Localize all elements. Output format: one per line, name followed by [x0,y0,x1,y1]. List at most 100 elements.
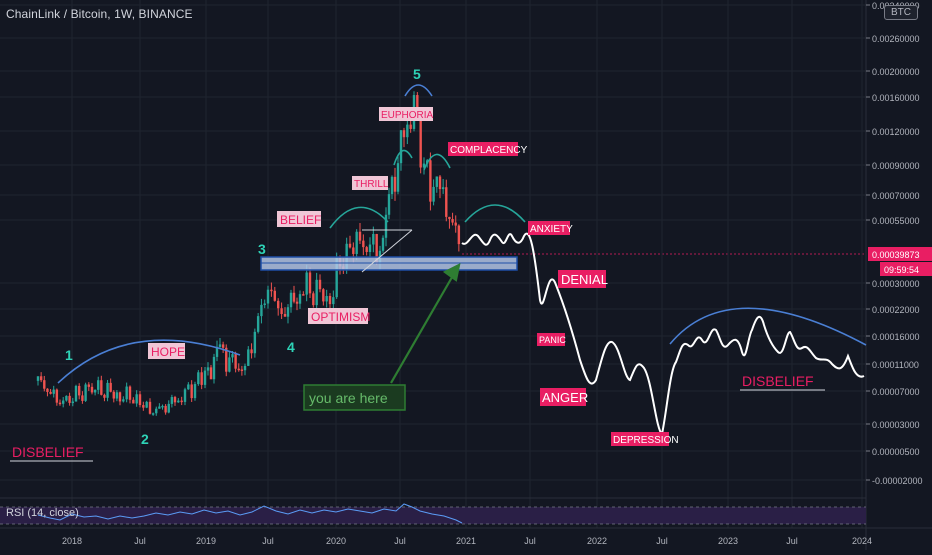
label-euphoria: EUPHORIA [381,110,434,121]
label-disbelief-right: DISBELIEF [742,373,814,389]
candle-body [387,194,391,215]
candle-body [197,372,200,385]
time-tick-label: 2021 [456,536,476,546]
candle-body [161,405,164,408]
label-anxiety-bg [528,221,570,235]
candle-body [118,392,122,402]
label-complacency-bg [448,142,518,156]
candle-body [286,307,290,317]
candle-body [292,292,296,302]
candle-body [355,231,358,254]
candle-body [132,399,135,404]
candle-body [206,367,210,371]
candle-body [243,365,247,371]
candle-body [399,130,403,164]
candle-body [312,293,315,306]
gridlines [0,0,866,528]
label-anger-bg [540,388,586,406]
wave-numbers: 1 2 3 4 5 [65,66,421,447]
candle-body [71,401,74,404]
candle-body [193,384,197,399]
candle-body [200,372,203,385]
label-complacency: COMPLACENCY [450,145,528,156]
price-scale[interactable]: 0.003400000.002600000.002000000.00160000… [865,0,932,550]
arc-disbelief-right [669,307,867,346]
label-optimism-bg [308,308,368,324]
candle-body [148,401,152,414]
candle-body [393,176,397,192]
candle-body [302,294,305,296]
candle-body [93,389,97,393]
arc-hope [57,339,241,384]
candle-body [365,247,368,252]
label-anger: ANGER [542,390,588,405]
candle-body [58,402,62,405]
price-tick-label: 0.00070000 [872,191,920,201]
candle-body [260,304,263,317]
candle-body [322,289,325,302]
candle-body [212,356,216,380]
label-optimism: OPTIMISM [311,310,370,324]
candle-body [145,401,148,408]
candle-body [406,124,409,138]
candle-body [368,244,372,252]
candle-body [49,391,52,394]
time-tick-label: Jul [262,536,274,546]
wave-5: 5 [413,66,421,82]
label-denial: DENIAL [561,272,608,287]
candle-body [390,176,394,195]
currency-badge[interactable]: BTC [884,5,918,20]
label-denial-bg [558,270,606,288]
candle-body [247,349,250,366]
price-tick-label: 0.00011000 [872,360,919,370]
triangle-pattern [361,229,413,273]
candle-body [209,367,213,380]
candle-body [445,187,448,217]
label-belief: BELIEF [280,213,321,227]
candle-body [358,231,362,241]
projection-line [461,232,865,436]
candle-body [396,163,400,192]
price-tick-label: 0.00007000 [872,387,920,397]
price-tick-label: 0.00016000 [872,332,920,342]
ticker-title: ChainLink / Bitcoin, 1W, BINANCE [6,7,193,21]
candle-body [65,395,68,401]
candle-body [228,357,231,372]
candle-body [234,354,237,369]
candle-body [448,216,451,220]
candle-body [270,289,273,292]
candle-body [402,130,406,138]
candle-body [190,384,193,399]
candle-body [328,296,332,305]
candle-body [103,394,106,398]
arc-peak [404,84,433,97]
candle-body [158,406,161,409]
candle-body [62,400,65,404]
label-thrill-bg [352,176,388,190]
candle-body [305,272,308,295]
candle-body [308,272,312,294]
label-panic: PANIC [539,335,566,345]
time-axis[interactable]: 2018 Jul 2019 Jul 2020 Jul 2021 Jul 2022 Jul 2023 J… [0,527,932,546]
candle-body [438,176,442,190]
candles [36,91,461,416]
time-tick-label: 2020 [326,536,346,546]
candle-body [225,347,228,372]
you-are-here-arrow [390,263,461,384]
label-disbelief-left: DISBELIEF [12,444,84,460]
rsi-band [0,507,866,524]
candle-body [142,405,145,408]
candle-body [416,95,419,110]
candle-body [100,380,103,395]
candle-body [106,382,109,398]
time-tick-label: 2019 [196,536,216,546]
time-tick-label: 2022 [587,536,607,546]
candle-body [429,160,432,202]
label-hope: HOPE [151,345,185,359]
label-euphoria-bg [379,107,433,121]
candle-body [375,233,378,264]
candle-body [173,397,177,403]
candle-body [295,301,299,304]
